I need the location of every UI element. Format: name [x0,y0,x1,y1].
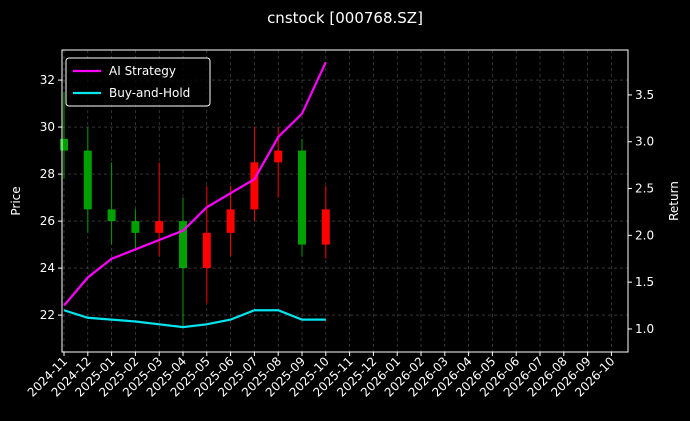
y-tick-label: 26 [40,214,55,228]
y-tick-label: 32 [40,73,55,87]
candle-body [202,232,211,269]
candle-body [321,209,330,245]
candle-body [179,221,187,269]
y2-tick-label: 3.5 [635,88,654,102]
candle-body [298,150,306,245]
legend-box [65,57,211,107]
candle-body [131,221,140,233]
y2-tick-label: 1.5 [635,275,654,289]
candle-body [274,150,283,163]
legend-label: AI Strategy [109,64,176,78]
y2-tick-label: 1.0 [635,322,654,336]
line-series [63,61,327,307]
candle-body [60,138,68,151]
y-tick-label: 30 [40,120,55,134]
y-axis-label: Price [9,186,23,215]
y-tick-label: 22 [40,308,55,322]
candle-body [83,150,92,210]
candle-body [250,162,259,210]
candle-body [107,209,116,222]
plot-frame [61,49,629,353]
legend-label: Buy-and-Hold [109,86,190,100]
candle-body [155,221,164,233]
y-tick-label: 24 [40,261,55,275]
legend: AI Strategy Buy-and-Hold [65,57,211,107]
y2-axis-label: Return [667,181,681,221]
y2-tick-label: 2.5 [635,182,654,196]
y2-tick-label: 2.0 [635,228,654,242]
candle-body [226,209,235,233]
y-tick-label: 28 [40,167,55,181]
y2-tick-label: 3.0 [635,135,654,149]
chart-title: cnstock [000768.SZ] [267,9,423,27]
line-series [63,309,326,329]
